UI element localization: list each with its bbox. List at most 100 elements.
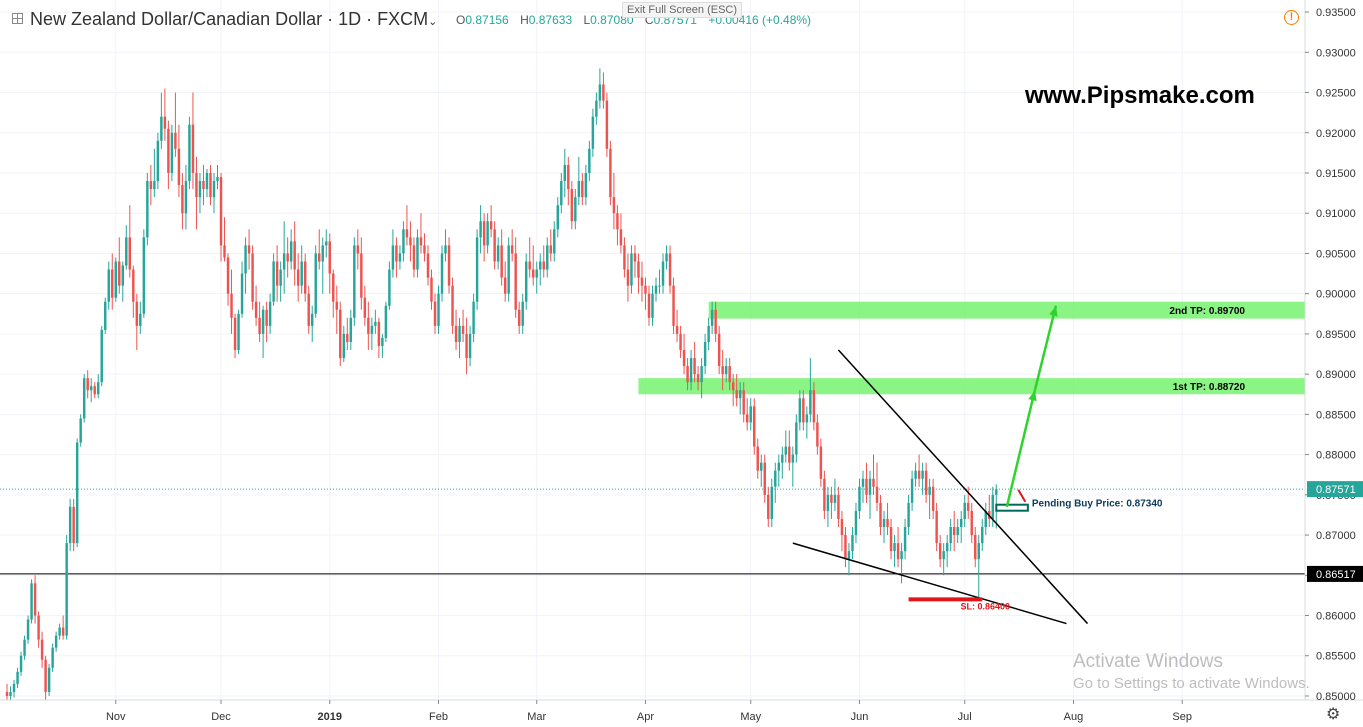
candle-body [440, 253, 444, 294]
warning-icon[interactable]: ! [1284, 10, 1299, 25]
watermark-text: www.Pipsmake.com [1025, 82, 1255, 109]
activate-windows-subtitle: Go to Settings to activate Windows. [1073, 675, 1310, 692]
candle-body [949, 527, 952, 544]
candle-body [381, 337, 384, 346]
candle-body [247, 245, 251, 254]
candle-body [924, 470, 928, 495]
candle-body [524, 261, 528, 302]
candle-body [753, 406, 756, 447]
candle-body [65, 543, 68, 636]
candle-body [61, 627, 65, 636]
x-tick-label: Jul [958, 711, 972, 723]
candle-body [644, 285, 647, 294]
candle-body [254, 301, 258, 318]
candle-body [774, 470, 777, 487]
candle-body [444, 245, 447, 254]
candle-body [9, 691, 12, 696]
candle-body [19, 655, 23, 672]
candle-body [959, 518, 963, 528]
y-tick-label: 0.87000 [1316, 530, 1356, 542]
candle-body [367, 317, 370, 334]
candle-body [542, 261, 545, 270]
candle-body [160, 116, 163, 141]
candle-body [100, 329, 103, 383]
candle-body [546, 245, 549, 270]
candle-body [68, 506, 72, 544]
candle-body [419, 237, 423, 246]
y-tick-label: 0.92500 [1316, 88, 1356, 100]
exit-fullscreen-button[interactable]: Exit Full Screen (ESC) [622, 2, 743, 18]
candle-body [889, 527, 893, 552]
candle-body [275, 261, 279, 286]
candle-body [146, 181, 149, 238]
candle-body [563, 164, 567, 182]
candle-body [188, 124, 191, 182]
candle-body [198, 181, 202, 198]
candle-body [405, 229, 409, 238]
candle-body [412, 245, 416, 270]
candle-body [293, 241, 296, 270]
candle-body [500, 245, 503, 278]
candle-body [654, 285, 658, 294]
candle-body [633, 253, 637, 262]
trendline [837, 349, 1089, 625]
y-tick-label: 0.85000 [1316, 691, 1356, 703]
candle-body [310, 313, 314, 326]
candle-body [521, 301, 524, 326]
tp-zone-2 [638, 378, 1305, 395]
x-tick-label: Jun [851, 711, 869, 723]
candle-body [191, 124, 195, 173]
y-tick-label: 0.89000 [1316, 369, 1356, 381]
candle-body [125, 237, 128, 266]
candle-body [374, 321, 377, 326]
activate-windows-notice: Activate Windows Go to Settings to activ… [1073, 651, 1310, 692]
price-lines [0, 488, 1305, 575]
tp-zone-label: 2nd TP: 0.89700 [1169, 306, 1245, 317]
candle-body [745, 414, 749, 423]
candle-body [346, 333, 349, 342]
candle-body [724, 366, 728, 375]
candle-body [219, 177, 223, 246]
candle-body [489, 221, 493, 230]
y-tick-label: 0.86000 [1316, 611, 1356, 623]
candle-body [139, 313, 142, 326]
candle-body [96, 382, 100, 395]
candle-body [931, 486, 935, 511]
candle-body [507, 245, 510, 294]
candle-body [966, 502, 970, 511]
x-tick-label: Aug [1064, 711, 1084, 723]
symbol-title[interactable]: New Zealand Dollar/Canadian Dollar · 1D … [30, 9, 437, 30]
candle-body [184, 181, 188, 214]
candle-body [612, 197, 616, 214]
candle-body [40, 639, 44, 660]
x-tick-label: Apr [637, 711, 654, 723]
candle-body [879, 502, 882, 528]
candle-body [398, 253, 402, 262]
pending-buy-box [995, 503, 1029, 512]
candle-body [58, 627, 61, 636]
candle-body [728, 366, 731, 383]
candle-body [693, 358, 696, 375]
candle-body [388, 269, 391, 306]
candle-body [749, 406, 752, 423]
candle-body [261, 309, 265, 334]
candle-body [528, 261, 531, 270]
candle-body [209, 172, 212, 198]
candle-body [672, 285, 675, 326]
candle-body [595, 100, 598, 117]
candle-body [377, 321, 381, 346]
candle-body [468, 333, 472, 359]
candle-body [609, 148, 612, 198]
candle-body [12, 683, 16, 692]
candle-body [707, 325, 710, 342]
candle-body [914, 470, 917, 479]
y-tick-label: 0.93000 [1316, 47, 1356, 59]
candle-body [703, 341, 707, 367]
chevron-down-icon[interactable]: ⌄ [428, 16, 438, 28]
expand-icon[interactable] [12, 13, 23, 24]
settings-gear-icon[interactable]: ⚙ [1326, 706, 1341, 723]
candle-body [23, 639, 26, 656]
tp-zone-label: 1st TP: 0.88720 [1173, 382, 1246, 393]
candle-body [335, 301, 339, 310]
